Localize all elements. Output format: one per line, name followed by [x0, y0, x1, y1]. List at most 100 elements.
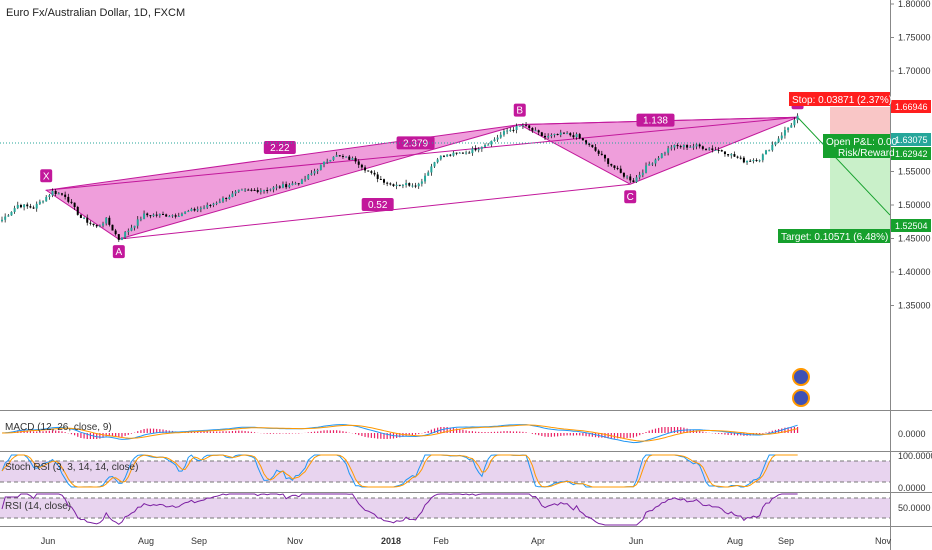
candle-body: [120, 237, 123, 240]
candle-body: [705, 148, 708, 150]
rsi-band: [0, 498, 890, 518]
candle-body: [758, 160, 761, 162]
pattern-ratio-box[interactable]: [636, 113, 675, 127]
pattern-ratio-label[interactable]: 1.138: [643, 116, 668, 127]
candle-body: [698, 144, 701, 147]
candle-body: [673, 144, 676, 148]
stoch-band: [0, 461, 890, 482]
candle-body: [281, 184, 284, 188]
candle-body: [771, 144, 774, 151]
candle-body: [686, 145, 689, 148]
candle-body: [502, 131, 505, 135]
candle-body: [525, 125, 528, 127]
time-axis[interactable]: Jun Aug Sep Nov 2018 Feb Apr Jun Aug Sep Nov: [41, 536, 892, 546]
pattern-point-label[interactable]: X: [43, 171, 50, 182]
candle-body: [389, 183, 392, 185]
candle-body: [48, 195, 51, 197]
candle-body: [436, 159, 439, 163]
event-icon[interactable]: [792, 389, 810, 407]
stop-label-box: [789, 92, 890, 106]
candle-body: [332, 156, 335, 160]
candle-body: [225, 197, 228, 199]
candle-body: [613, 165, 616, 168]
candle-body: [203, 207, 206, 209]
price-tag-label: 1.63075: [895, 135, 928, 145]
candle-body: [316, 169, 319, 172]
candle-body: [723, 151, 726, 155]
candle-body: [139, 219, 142, 221]
pattern-ratio-box[interactable]: [263, 141, 296, 155]
candle-body: [714, 149, 717, 151]
candle-body: [468, 152, 471, 154]
candle-body: [398, 184, 401, 186]
candle-body: [307, 174, 310, 180]
pattern-point-box[interactable]: [513, 103, 526, 117]
candle-body: [259, 190, 262, 192]
candle-body: [326, 161, 329, 163]
candle-body: [184, 211, 187, 214]
candle-body: [496, 137, 499, 140]
candle-body: [180, 213, 183, 216]
event-icon[interactable]: [792, 368, 810, 386]
candle-body: [648, 164, 651, 166]
rsi-axis-tick: 50.0000: [898, 503, 931, 513]
candle-body: [430, 166, 433, 173]
candle-body: [373, 172, 376, 175]
candle-body: [221, 197, 224, 202]
pattern-point-label[interactable]: C: [627, 192, 634, 203]
pattern-ratio-label[interactable]: 2.22: [270, 143, 290, 154]
candle-body: [755, 160, 758, 162]
candle-body: [114, 230, 117, 235]
candle-body: [319, 164, 322, 170]
candle-body: [152, 214, 155, 217]
candle-body: [591, 144, 594, 148]
candle-body: [499, 134, 502, 138]
price-axis[interactable]: 1.800001.750001.700001.650001.600001.550…: [890, 0, 931, 311]
candle-body: [768, 150, 771, 152]
stop-label: Stop: 0.03871 (2.37%): [792, 95, 892, 106]
candle-body: [162, 214, 165, 216]
time-axis-label: Aug: [727, 536, 743, 546]
pattern-point-box[interactable]: [40, 169, 53, 183]
candle-body: [746, 160, 749, 163]
stoch-rsi-label: Stoch RSI (3, 3, 14, 14, close): [5, 462, 138, 473]
candle-body: [269, 189, 272, 191]
pattern-point-label[interactable]: A: [115, 247, 122, 258]
time-axis-label: Jun: [629, 536, 644, 546]
candle-body: [790, 125, 793, 128]
candle-body: [575, 134, 578, 138]
pattern-point-box[interactable]: [624, 190, 637, 204]
rsi-label: RSI (14, close): [5, 501, 71, 512]
candle-body: [143, 213, 146, 220]
candle-body: [266, 190, 269, 192]
candle-body: [105, 217, 108, 224]
candle-body: [439, 155, 442, 160]
pattern-ratio-box[interactable]: [361, 198, 394, 211]
candle-body: [616, 167, 619, 169]
candle-body: [79, 214, 82, 218]
candle-body: [796, 115, 799, 121]
candle-body: [578, 134, 581, 139]
candle-body: [446, 154, 449, 157]
pattern-ratio-box[interactable]: [396, 136, 435, 150]
candle-body: [177, 215, 180, 217]
candle-body: [414, 185, 417, 187]
candle-body: [742, 157, 745, 163]
time-axis-label: Sep: [778, 536, 794, 546]
pattern-point-label[interactable]: B: [516, 106, 523, 117]
pattern-ratio-label[interactable]: 0.52: [368, 200, 388, 211]
candle-body: [493, 139, 496, 141]
pattern-ratio-label[interactable]: 2.379: [403, 138, 428, 149]
pattern-point-box[interactable]: [112, 245, 125, 259]
candle-body: [187, 210, 190, 212]
time-axis-label: Feb: [433, 536, 449, 546]
candle-body: [452, 152, 455, 156]
candle-body: [433, 162, 436, 167]
candle-body: [484, 145, 487, 147]
candle-body: [774, 142, 777, 145]
candle-body: [218, 201, 221, 203]
macd-signal-line: [2, 424, 798, 442]
time-axis-label: Apr: [531, 536, 545, 546]
candle-body: [600, 153, 603, 155]
